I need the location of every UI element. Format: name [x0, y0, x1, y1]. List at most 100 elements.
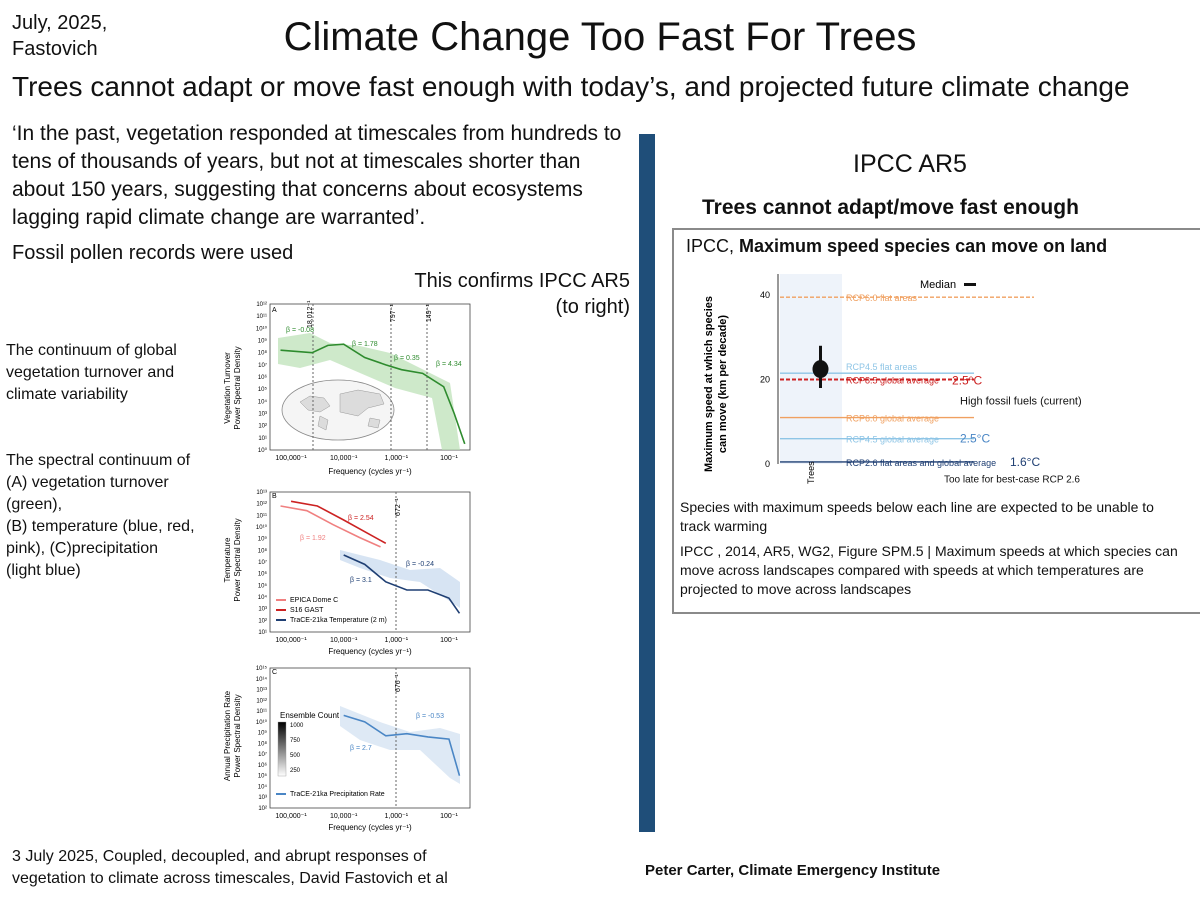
- ipcc-speed-chart: Maximum speed at which species can move …: [703, 274, 1082, 486]
- confirms-line-2: (to right): [555, 296, 630, 318]
- ipcc-subheading: Trees cannot adapt/move fast enough: [702, 196, 1079, 219]
- page-subtitle: Trees cannot adapt or move fast enough w…: [12, 71, 1130, 102]
- panel-b-beta-4: β = -0.24: [406, 561, 434, 568]
- panel-a-ylabel-2: Power Spectral Density: [233, 346, 242, 429]
- reference-line-label: RCP2.6 flat areas and global average: [846, 458, 996, 468]
- trees-range: [812, 345, 829, 388]
- y-tick-label: 10⁵: [258, 582, 268, 589]
- y-tick-label: 10⁹: [258, 730, 268, 737]
- panel-a-ylabel: Vegetation Turnover: [223, 352, 232, 424]
- y-tick-label: 10⁷: [258, 751, 267, 758]
- panel-b-ci-band: [340, 550, 460, 608]
- ipcc-annotation: Too late for best-case RCP 2.6: [944, 475, 1080, 486]
- panel-c-ylabel: Annual Precipitation Rate: [223, 690, 232, 781]
- panel-b-beta-1: β = 2.54: [348, 515, 374, 522]
- spectral-note: The spectral continuum of (A) vegetation…: [6, 450, 196, 582]
- ipcc-heading: IPCC AR5: [853, 150, 967, 178]
- panel-a-ci-band: [278, 333, 460, 450]
- citation-line-2: vegetation to climate across timescales,…: [12, 870, 448, 887]
- y-tick-label: 10²: [258, 806, 267, 812]
- trace-precipitation-line: [343, 714, 461, 776]
- panel-a-vline-label-1: 18,012⁻¹: [307, 300, 314, 328]
- ipcc-note: Species with maximum speeds below each l…: [680, 499, 1154, 534]
- y-tick-label: 10¹¹: [256, 314, 267, 320]
- confirms-note: This confirms IPCC AR5 (to right): [360, 268, 630, 320]
- reference-line-label: RCP6.0 flat areas: [846, 293, 918, 303]
- ipcc-plot-area: [780, 274, 842, 464]
- x-tick-label: 1,000⁻¹: [385, 813, 409, 820]
- reference-line-label: RCP8.5 global average: [846, 376, 939, 386]
- y-tick-label: 10⁶: [258, 571, 268, 578]
- ensemble-level-1: 1000: [290, 723, 304, 729]
- legend-trace-temp: TraCE-21ka Temperature (2 m): [290, 617, 387, 624]
- panel-a: A Vegetation Turnover Power Spectral Den…: [223, 300, 471, 476]
- ipcc-ylabel-2: can move (km per decade): [717, 315, 729, 454]
- panel-b-xlabel: Frequency (cycles yr⁻¹): [328, 647, 412, 656]
- x-tick-label: 1,000⁻¹: [385, 455, 409, 462]
- panel-a-xlabel: Frequency (cycles yr⁻¹): [328, 467, 412, 476]
- ipcc-source: IPCC , 2014, AR5, WG2, Figure SPM.5 | Ma…: [680, 543, 1178, 597]
- y-tick-label: 10⁷: [258, 362, 267, 369]
- x-tick-label: 100,000⁻¹: [275, 637, 307, 644]
- panel-b-beta-2: β = 1.92: [300, 535, 326, 542]
- median-legend-label: Median: [920, 279, 956, 291]
- panel-c-frame: [269, 667, 471, 809]
- y-tick-label: 10¹¹: [256, 513, 267, 519]
- vertical-divider: [639, 134, 655, 832]
- y-tick-label: 10⁴: [258, 594, 268, 601]
- trace-temperature-line: [343, 554, 461, 614]
- panel-c: C Annual Precipitation Rate Power Spectr…: [223, 665, 471, 832]
- date-line-1: July, 2025,: [12, 12, 108, 34]
- panel-c-beta-2: β = 2.7: [350, 745, 372, 752]
- ipcc-box-title: IPCC, Maximum speed species can move on …: [686, 236, 1107, 257]
- citation-line-1: 3 July 2025, Coupled, decoupled, and abr…: [12, 848, 427, 865]
- confirms-line-1: This confirms IPCC AR5: [414, 270, 630, 292]
- y-tick-label: 10¹¹: [256, 709, 267, 715]
- vegetation-turnover-line: [280, 343, 466, 445]
- y-tick-label: 10¹³: [256, 688, 267, 694]
- y-tick-label: 10⁰: [258, 447, 268, 454]
- y-tick-label: 10⁸: [258, 350, 268, 357]
- continuum-note: The continuum of global vegetation turno…: [6, 342, 177, 403]
- panel-c-beta-1: β = -0.53: [416, 713, 444, 720]
- y-tick-label: 10¹: [258, 630, 267, 636]
- ensemble-level-3: 500: [290, 753, 301, 759]
- y-tick-label: 10¹⁵: [256, 665, 268, 672]
- y-tick-label: 10⁵: [258, 386, 268, 393]
- spectral-figure: A Vegetation Turnover Power Spectral Den…: [223, 300, 471, 832]
- ensemble-level-2: 750: [290, 738, 301, 744]
- ipcc-figure-box: IPCC, Maximum speed species can move on …: [672, 228, 1200, 614]
- reference-line-label: RCP4.5 global average: [846, 435, 939, 445]
- x-tick-label: 1,000⁻¹: [385, 637, 409, 644]
- x-tick-label: 10,000⁻¹: [330, 813, 358, 820]
- y-tick-label: 10⁶: [258, 374, 268, 381]
- ipcc-annotation: High fossil fuels (current): [960, 396, 1082, 408]
- panel-c-vline-label: 676⁻¹: [395, 674, 402, 692]
- x-tick-label: 100⁻¹: [440, 455, 458, 462]
- panel-a-vline-label-3: 149⁻¹: [426, 304, 433, 322]
- legend-trace-precip: TraCE-21ka Precipitation Rate: [290, 791, 385, 798]
- y-tick-label: 10¹²: [256, 302, 267, 308]
- panel-b: B Temperature Power Spectral Density 672…: [223, 490, 471, 656]
- ipcc-y-tick: 0: [765, 459, 770, 469]
- y-tick-label: 10⁷: [258, 559, 267, 566]
- epica-dome-c-line: [280, 505, 381, 548]
- x-tick-label: 100⁻¹: [440, 813, 458, 820]
- world-map-land: [299, 389, 385, 431]
- x-tick-label: 100,000⁻¹: [275, 455, 307, 462]
- date-label: July, 2025, Fastovich: [12, 10, 107, 62]
- y-tick-label: 10⁴: [258, 783, 268, 790]
- panel-b-ylabel: Temperature: [223, 537, 232, 582]
- spectral-note-1: The spectral continuum of (A) vegetation…: [6, 452, 191, 513]
- s16-gast-line: [290, 500, 387, 545]
- ipcc-ylabel-1: Maximum speed at which species: [703, 296, 715, 472]
- pollen-note: Fossil pollen records were used: [12, 242, 294, 264]
- x-tick-label: 10,000⁻¹: [330, 637, 358, 644]
- ipcc-y-tick: 20: [760, 375, 770, 385]
- y-tick-label: 10¹⁴: [256, 676, 268, 683]
- panel-b-vline-label: 672⁻¹: [395, 498, 402, 516]
- page-title: Climate Change Too Fast For Trees: [283, 15, 917, 59]
- panel-a-letter: A: [272, 307, 277, 314]
- y-tick-label: 10³: [258, 795, 267, 801]
- x-tick-label: 100,000⁻¹: [275, 813, 307, 820]
